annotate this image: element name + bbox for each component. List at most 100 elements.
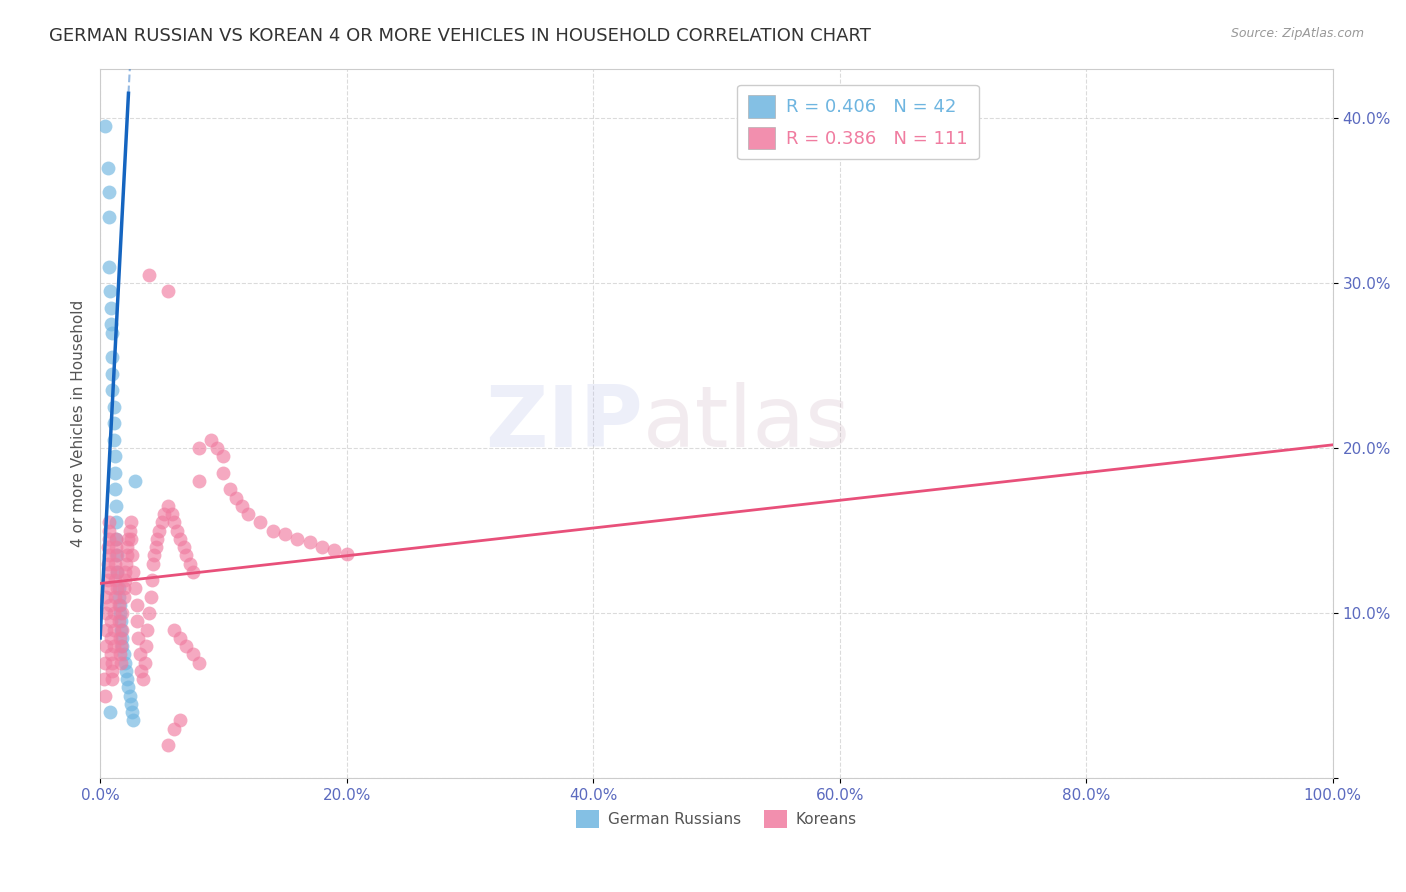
Point bbox=[163, 516, 186, 530]
Point bbox=[96, 606, 118, 620]
Point bbox=[134, 656, 156, 670]
Point bbox=[249, 516, 271, 530]
Point bbox=[169, 631, 191, 645]
Point bbox=[262, 524, 284, 538]
Point bbox=[107, 615, 129, 629]
Point bbox=[127, 615, 149, 629]
Point bbox=[135, 639, 157, 653]
Text: atlas: atlas bbox=[643, 382, 851, 465]
Point bbox=[115, 557, 138, 571]
Point bbox=[108, 631, 131, 645]
Point bbox=[121, 705, 143, 719]
Point bbox=[103, 623, 125, 637]
Point bbox=[105, 582, 128, 596]
Point bbox=[336, 547, 359, 561]
Point bbox=[108, 606, 131, 620]
Point bbox=[169, 532, 191, 546]
Point bbox=[105, 565, 128, 579]
Point bbox=[110, 639, 132, 653]
Point bbox=[117, 532, 139, 546]
Point bbox=[141, 573, 163, 587]
Point bbox=[156, 285, 179, 299]
Point bbox=[105, 499, 128, 513]
Point bbox=[112, 648, 135, 662]
Point bbox=[181, 648, 204, 662]
Point bbox=[98, 582, 121, 596]
Point bbox=[98, 285, 121, 299]
Point bbox=[107, 582, 129, 596]
Point bbox=[163, 623, 186, 637]
Point bbox=[104, 466, 127, 480]
Point bbox=[212, 450, 235, 464]
Legend: German Russians, Koreans: German Russians, Koreans bbox=[569, 804, 863, 834]
Point bbox=[120, 697, 142, 711]
Point bbox=[112, 582, 135, 596]
Point bbox=[160, 507, 183, 521]
Point bbox=[176, 549, 198, 563]
Point bbox=[138, 268, 160, 282]
Point bbox=[112, 590, 135, 604]
Point bbox=[114, 565, 136, 579]
Point bbox=[111, 623, 134, 637]
Point bbox=[181, 565, 204, 579]
Point bbox=[101, 656, 124, 670]
Point bbox=[148, 524, 170, 538]
Point bbox=[93, 672, 115, 686]
Point bbox=[187, 656, 209, 670]
Point bbox=[169, 714, 191, 728]
Point bbox=[98, 565, 121, 579]
Point bbox=[100, 301, 122, 315]
Point bbox=[105, 540, 128, 554]
Point bbox=[101, 367, 124, 381]
Point bbox=[114, 656, 136, 670]
Point bbox=[98, 705, 121, 719]
Point bbox=[98, 598, 121, 612]
Point bbox=[117, 681, 139, 695]
Point bbox=[200, 433, 222, 447]
Point bbox=[143, 549, 166, 563]
Point bbox=[96, 590, 118, 604]
Point bbox=[104, 590, 127, 604]
Point bbox=[115, 664, 138, 678]
Point bbox=[138, 606, 160, 620]
Point bbox=[94, 689, 117, 703]
Point bbox=[110, 656, 132, 670]
Point bbox=[145, 540, 167, 554]
Point bbox=[139, 590, 162, 604]
Point bbox=[103, 433, 125, 447]
Point bbox=[136, 623, 159, 637]
Point bbox=[107, 590, 129, 604]
Text: Source: ZipAtlas.com: Source: ZipAtlas.com bbox=[1230, 27, 1364, 40]
Point bbox=[105, 532, 128, 546]
Point bbox=[117, 672, 139, 686]
Point bbox=[96, 623, 118, 637]
Point bbox=[100, 615, 122, 629]
Point bbox=[97, 549, 120, 563]
Point bbox=[218, 483, 240, 497]
Point bbox=[127, 598, 149, 612]
Point bbox=[97, 532, 120, 546]
Point bbox=[323, 543, 346, 558]
Point bbox=[108, 598, 131, 612]
Point bbox=[173, 540, 195, 554]
Text: ZIP: ZIP bbox=[485, 382, 643, 465]
Point bbox=[156, 499, 179, 513]
Point bbox=[120, 532, 142, 546]
Point bbox=[101, 672, 124, 686]
Point bbox=[97, 260, 120, 274]
Point bbox=[105, 516, 128, 530]
Point bbox=[104, 557, 127, 571]
Point bbox=[111, 639, 134, 653]
Point bbox=[96, 557, 118, 571]
Point bbox=[105, 549, 128, 563]
Point bbox=[111, 631, 134, 645]
Point bbox=[97, 210, 120, 224]
Point bbox=[146, 532, 169, 546]
Point bbox=[110, 623, 132, 637]
Point bbox=[156, 738, 179, 752]
Point bbox=[212, 466, 235, 480]
Point bbox=[121, 549, 143, 563]
Point bbox=[103, 417, 125, 431]
Point bbox=[96, 161, 118, 175]
Point bbox=[96, 573, 118, 587]
